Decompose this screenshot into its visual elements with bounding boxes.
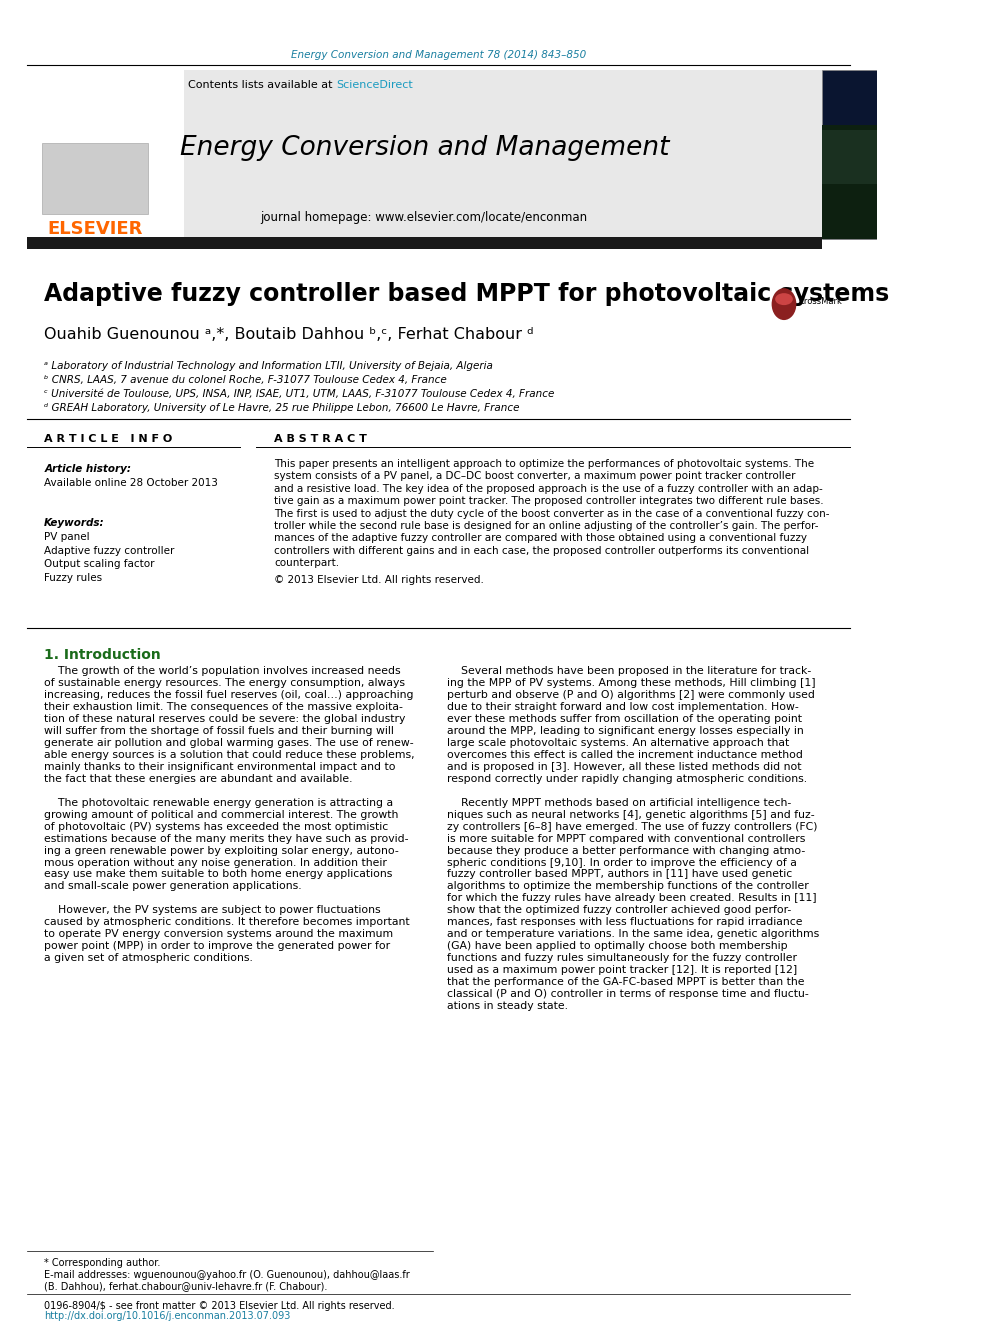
Text: show that the optimized fuzzy controller achieved good perfor-: show that the optimized fuzzy controller… (447, 905, 792, 916)
Text: E-mail addresses: wguenounou@yahoo.fr (O. Guenounou), dahhou@laas.fr: E-mail addresses: wguenounou@yahoo.fr (O… (45, 1270, 410, 1281)
Text: The growth of the world’s population involves increased needs: The growth of the world’s population inv… (45, 665, 401, 676)
Text: niques such as neural networks [4], genetic algorithms [5] and fuz-: niques such as neural networks [4], gene… (447, 810, 814, 820)
Text: mainly thanks to their insignificant environmental impact and to: mainly thanks to their insignificant env… (45, 762, 396, 771)
Text: The first is used to adjust the duty cycle of the boost converter as in the case: The first is used to adjust the duty cyc… (274, 508, 829, 519)
Text: to operate PV energy conversion systems around the maximum: to operate PV energy conversion systems … (45, 929, 393, 939)
Text: troller while the second rule base is designed for an online adjusting of the co: troller while the second rule base is de… (274, 521, 818, 531)
Text: estimations because of the many merits they have such as provid-: estimations because of the many merits t… (45, 833, 409, 844)
Ellipse shape (772, 288, 797, 320)
Text: easy use make them suitable to both home energy applications: easy use make them suitable to both home… (45, 869, 393, 880)
Text: because they produce a better performance with changing atmo-: because they produce a better performanc… (447, 845, 806, 856)
Text: caused by atmospheric conditions. It therefore becomes important: caused by atmospheric conditions. It the… (45, 917, 410, 927)
Bar (27, 237, 822, 249)
Text: Energy Conversion and Management: Energy Conversion and Management (180, 135, 669, 160)
Text: increasing, reduces the fossil fuel reserves (oil, coal…) approaching: increasing, reduces the fossil fuel rese… (45, 691, 414, 700)
Bar (822, 130, 877, 184)
Text: spheric conditions [9,10]. In order to improve the efficiency of a: spheric conditions [9,10]. In order to i… (447, 857, 798, 868)
Text: ᶜ Université de Toulouse, UPS, INSA, INP, ISAE, UT1, UTM, LAAS, F-31077 Toulouse: ᶜ Université de Toulouse, UPS, INSA, INP… (45, 389, 555, 398)
Text: overcomes this effect is called the increment inductance method: overcomes this effect is called the incr… (447, 750, 804, 759)
Text: and a resistive load. The key idea of the proposed approach is the use of a fuzz: and a resistive load. The key idea of th… (274, 484, 822, 493)
Text: Fuzzy rules: Fuzzy rules (45, 573, 102, 583)
Text: able energy sources is a solution that could reduce these problems,: able energy sources is a solution that c… (45, 750, 415, 759)
Text: counterpart.: counterpart. (274, 558, 339, 569)
Text: perturb and observe (P and O) algorithms [2] were commonly used: perturb and observe (P and O) algorithms… (447, 691, 815, 700)
Text: CrossMark: CrossMark (799, 296, 842, 306)
Text: generate air pollution and global warming gases. The use of renew-: generate air pollution and global warmin… (45, 738, 414, 747)
Text: ᵈ GREAH Laboratory, University of Le Havre, 25 rue Philippe Lebon, 76600 Le Havr: ᵈ GREAH Laboratory, University of Le Hav… (45, 402, 520, 413)
Text: Adaptive fuzzy controller: Adaptive fuzzy controller (45, 546, 175, 556)
Ellipse shape (775, 294, 793, 306)
Text: tion of these natural reserves could be severe: the global industry: tion of these natural reserves could be … (45, 714, 406, 724)
Text: © 2013 Elsevier Ltd. All rights reserved.: © 2013 Elsevier Ltd. All rights reserved… (274, 574, 484, 585)
Text: 1. Introduction: 1. Introduction (45, 648, 161, 662)
Text: Keywords:: Keywords: (45, 519, 105, 528)
Text: around the MPP, leading to significant energy losses especially in: around the MPP, leading to significant e… (447, 726, 804, 736)
Text: PV panel: PV panel (45, 532, 90, 542)
Text: and is proposed in [3]. However, all these listed methods did not: and is proposed in [3]. However, all the… (447, 762, 802, 771)
Text: and small-scale power generation applications.: and small-scale power generation applica… (45, 881, 302, 892)
Text: mances of the adaptive fuzzy controller are compared with those obtained using a: mances of the adaptive fuzzy controller … (274, 533, 807, 544)
Text: ing a green renewable power by exploiting solar energy, autono-: ing a green renewable power by exploitin… (45, 845, 399, 856)
Text: * Corresponding author.: * Corresponding author. (45, 1258, 161, 1269)
Text: is more suitable for MPPT compared with conventional controllers: is more suitable for MPPT compared with … (447, 833, 806, 844)
Text: The photovoltaic renewable energy generation is attracting a: The photovoltaic renewable energy genera… (45, 798, 393, 807)
Text: journal homepage: www.elsevier.com/locate/enconman: journal homepage: www.elsevier.com/locat… (261, 210, 588, 224)
Text: functions and fuzzy rules simultaneously for the fuzzy controller: functions and fuzzy rules simultaneously… (447, 954, 798, 963)
Text: mous operation without any noise generation. In addition their: mous operation without any noise generat… (45, 857, 387, 868)
Text: their exhaustion limit. The consequences of the massive exploita-: their exhaustion limit. The consequences… (45, 703, 403, 712)
Text: for which the fuzzy rules have already been created. Results in [11]: for which the fuzzy rules have already b… (447, 893, 816, 904)
Text: ations in steady state.: ations in steady state. (447, 1002, 568, 1011)
Text: A R T I C L E   I N F O: A R T I C L E I N F O (45, 434, 173, 443)
Text: system consists of a PV panel, a DC–DC boost converter, a maximum power point tr: system consists of a PV panel, a DC–DC b… (274, 471, 796, 482)
Text: growing amount of political and commercial interest. The growth: growing amount of political and commerci… (45, 810, 399, 820)
Text: zy controllers [6–8] have emerged. The use of fuzzy controllers (FC): zy controllers [6–8] have emerged. The u… (447, 822, 817, 832)
Text: controllers with different gains and in each case, the proposed controller outpe: controllers with different gains and in … (274, 546, 809, 556)
Text: Several methods have been proposed in the literature for track-: Several methods have been proposed in th… (447, 665, 811, 676)
Text: ᵇ CNRS, LAAS, 7 avenue du colonel Roche, F-31077 Toulouse Cedex 4, France: ᵇ CNRS, LAAS, 7 avenue du colonel Roche,… (45, 374, 447, 385)
Text: of photovoltaic (PV) systems has exceeded the most optimistic: of photovoltaic (PV) systems has exceede… (45, 822, 389, 832)
Text: mances, fast responses with less fluctuations for rapid irradiance: mances, fast responses with less fluctua… (447, 917, 803, 927)
Text: Output scaling factor: Output scaling factor (45, 560, 155, 569)
Text: (GA) have been applied to optimally choose both membership: (GA) have been applied to optimally choo… (447, 941, 788, 951)
Text: 0196-8904/$ - see front matter © 2013 Elsevier Ltd. All rights reserved.: 0196-8904/$ - see front matter © 2013 El… (45, 1302, 395, 1311)
Text: of sustainable energy resources. The energy consumption, always: of sustainable energy resources. The ene… (45, 677, 405, 688)
Text: respond correctly under rapidly changing atmospheric conditions.: respond correctly under rapidly changing… (447, 774, 807, 783)
Bar (27, 70, 184, 239)
Text: Recently MPPT methods based on artificial intelligence tech-: Recently MPPT methods based on artificia… (447, 798, 792, 807)
Text: will suffer from the shortage of fossil fuels and their burning will: will suffer from the shortage of fossil … (45, 726, 394, 736)
Text: (B. Dahhou), ferhat.chabour@univ-lehavre.fr (F. Chabour).: (B. Dahhou), ferhat.chabour@univ-lehavre… (45, 1281, 327, 1291)
Bar (822, 70, 877, 239)
Text: ever these methods suffer from oscillation of the operating point: ever these methods suffer from oscillati… (447, 714, 803, 724)
Text: Energy Conversion and Management 78 (2014) 843–850: Energy Conversion and Management 78 (201… (291, 50, 586, 60)
Text: However, the PV systems are subject to power fluctuations: However, the PV systems are subject to p… (45, 905, 381, 916)
Text: the fact that these energies are abundant and available.: the fact that these energies are abundan… (45, 774, 353, 783)
Text: due to their straight forward and low cost implementation. How-: due to their straight forward and low co… (447, 703, 799, 712)
Text: This paper presents an intelligent approach to optimize the performances of phot: This paper presents an intelligent appro… (274, 459, 814, 468)
Text: algorithms to optimize the membership functions of the controller: algorithms to optimize the membership fu… (447, 881, 809, 892)
Text: Contents lists available at: Contents lists available at (187, 79, 336, 90)
Text: ing the MPP of PV systems. Among these methods, Hill climbing [1]: ing the MPP of PV systems. Among these m… (447, 677, 815, 688)
Text: classical (P and O) controller in terms of response time and fluctu-: classical (P and O) controller in terms … (447, 990, 809, 999)
Bar (43, 143, 149, 214)
Text: tive gain as a maximum power point tracker. The proposed controller integrates t: tive gain as a maximum power point track… (274, 496, 823, 507)
Text: ScienceDirect: ScienceDirect (336, 79, 413, 90)
Text: large scale photovoltaic systems. An alternative approach that: large scale photovoltaic systems. An alt… (447, 738, 790, 747)
Text: ELSEVIER: ELSEVIER (48, 221, 143, 238)
Bar (27, 70, 822, 239)
Text: ᵃ Laboratory of Industrial Technology and Information LTII, University of Bejaia: ᵃ Laboratory of Industrial Technology an… (45, 361, 493, 370)
Text: Article history:: Article history: (45, 463, 131, 474)
Text: used as a maximum power point tracker [12]. It is reported [12]: used as a maximum power point tracker [1… (447, 966, 798, 975)
Text: and or temperature variations. In the same idea, genetic algorithms: and or temperature variations. In the sa… (447, 929, 819, 939)
Text: Available online 28 October 2013: Available online 28 October 2013 (45, 478, 218, 488)
Bar (822, 124, 877, 239)
Text: power point (MPP) in order to improve the generated power for: power point (MPP) in order to improve th… (45, 941, 390, 951)
Text: http://dx.doi.org/10.1016/j.enconman.2013.07.093: http://dx.doi.org/10.1016/j.enconman.201… (45, 1311, 291, 1322)
Text: Ouahib Guenounou ᵃ,*, Boutaib Dahhou ᵇ,ᶜ, Ferhat Chabour ᵈ: Ouahib Guenounou ᵃ,*, Boutaib Dahhou ᵇ,ᶜ… (45, 327, 534, 341)
Text: that the performance of the GA-FC-based MPPT is better than the: that the performance of the GA-FC-based … (447, 978, 805, 987)
Text: Adaptive fuzzy controller based MPPT for photovoltaic systems: Adaptive fuzzy controller based MPPT for… (45, 282, 890, 306)
Text: A B S T R A C T: A B S T R A C T (274, 434, 367, 443)
Text: a given set of atmospheric conditions.: a given set of atmospheric conditions. (45, 954, 253, 963)
Text: fuzzy controller based MPPT, authors in [11] have used genetic: fuzzy controller based MPPT, authors in … (447, 869, 793, 880)
